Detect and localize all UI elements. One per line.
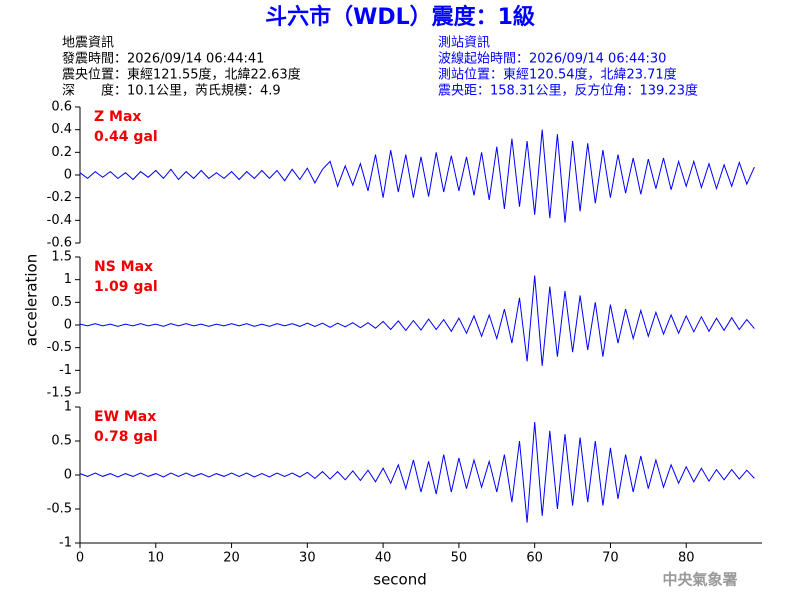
y-tick-label: 1: [64, 400, 72, 415]
y-tick-label: -0.2: [47, 190, 72, 205]
y-tick-label: -0.5: [47, 340, 72, 355]
y-tick-label: -0.6: [47, 236, 72, 251]
y-tick-label: 0: [64, 168, 72, 183]
annotation: 1.09 gal: [94, 279, 158, 295]
annotation: 0.78 gal: [94, 429, 158, 445]
y-tick-label: -0.4: [47, 213, 72, 228]
y-tick-label: 0.5: [51, 434, 72, 449]
info-left: 深 度：10.1公里，芮氏規模：4.9: [62, 83, 281, 99]
y-tick-label: -1: [59, 536, 72, 551]
y-tick-label: 0.6: [51, 100, 72, 115]
info-right: 波線起始時間：2026/09/14 06:44:30: [438, 51, 666, 67]
info-right: 震央距：158.31公里，反方位角：139.23度: [438, 83, 698, 99]
annotation: 0.44 gal: [94, 129, 158, 145]
x-tick-label: 20: [223, 551, 240, 566]
waveform: [79, 129, 755, 223]
y-tick-label: -1.5: [47, 386, 72, 401]
info-left: 地震資訊: [62, 36, 114, 51]
annotation: Z Max: [94, 109, 141, 125]
annotation: NS Max: [94, 259, 153, 275]
footer: 中央氣象署: [662, 571, 737, 589]
x-tick-label: 40: [375, 551, 392, 566]
y-tick-label: 1: [64, 272, 72, 287]
info-left: 發震時間：2026/09/14 06:44:41: [62, 52, 264, 67]
y-tick-label: 1.5: [51, 250, 72, 265]
x-tick-label: 30: [299, 551, 316, 566]
y-tick-label: -0.5: [47, 502, 72, 517]
waveform: [79, 275, 755, 366]
y-tick-label: 0.2: [51, 145, 72, 160]
x-tick-label: 80: [678, 551, 695, 566]
y-tick-label: 0: [64, 318, 72, 333]
y-tick-label: -1: [59, 363, 72, 378]
y-axis-label: acceleration: [23, 254, 41, 346]
annotation: EW Max: [94, 409, 156, 425]
title: 斗六市（WDL）震度：1級: [265, 4, 535, 30]
x-axis-label: second: [373, 571, 427, 589]
y-tick-label: 0: [64, 468, 72, 483]
x-tick-label: 50: [451, 551, 468, 566]
x-tick-label: 10: [148, 551, 165, 566]
info-left: 震央位置：東經121.55度，北緯22.63度: [62, 67, 301, 83]
x-tick-label: 70: [602, 551, 619, 566]
x-tick-label: 60: [526, 551, 543, 566]
info-right: 測站位置：東經120.54度，北緯23.71度: [438, 67, 677, 83]
x-tick-label: 0: [76, 551, 84, 566]
info-right: 測站資訊: [438, 36, 490, 51]
waveform: [79, 421, 755, 523]
y-tick-label: 0.4: [51, 122, 72, 137]
y-tick-label: 0.5: [51, 295, 72, 310]
